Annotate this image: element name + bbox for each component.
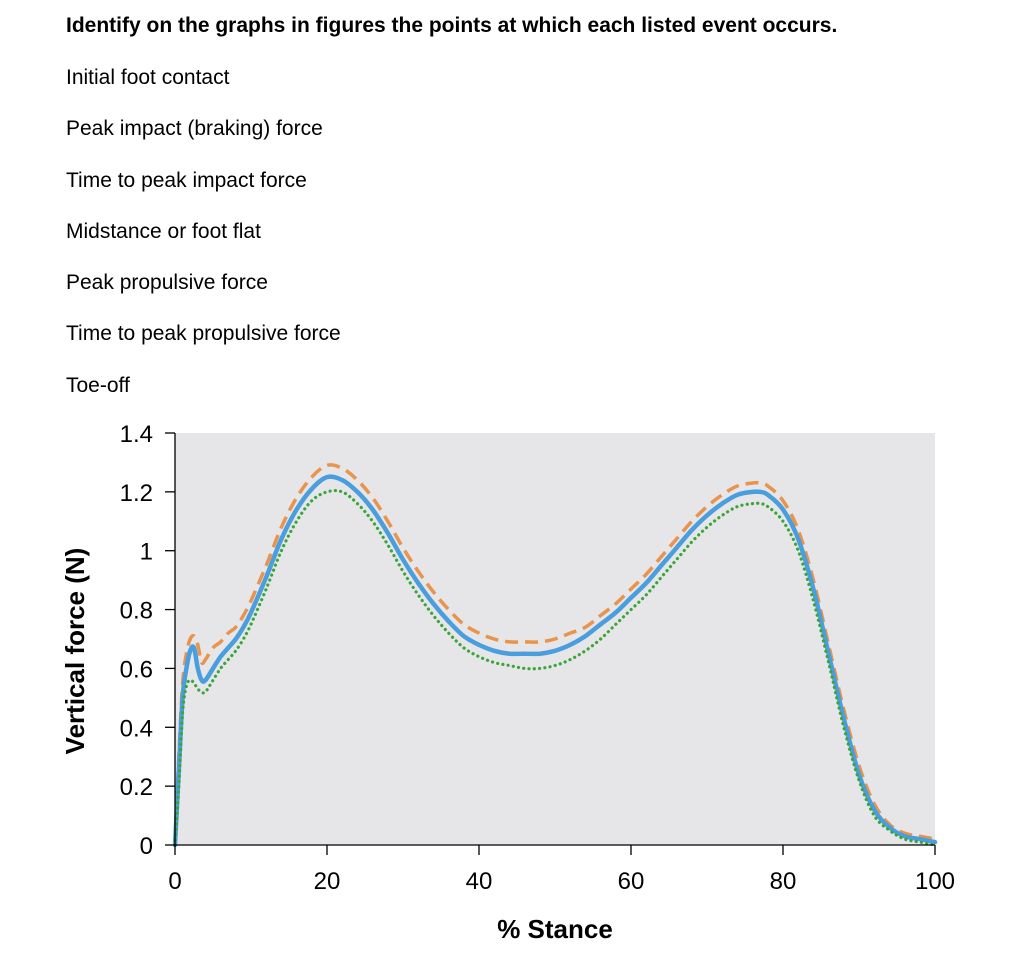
x-tick-label: 20 [314,868,341,895]
series-line-solid [172,474,938,848]
series-line-dotted [173,488,937,847]
event-item: Initial foot contact [66,66,230,89]
y-tick-label: 1 [140,539,153,566]
x-tick-label: 60 [618,868,645,895]
x-axis-title: % Stance [497,914,613,944]
y-tick-label: 0.2 [120,774,153,801]
axes-layer: 0 0.2 0.4 0.6 0.8 1 1.2 1.4 0 20 40 60 80 100 [120,421,955,895]
event-item: Midstance or foot flat [66,219,261,243]
y-tick-label: 0.4 [120,715,153,742]
y-tick-label: 0 [140,833,153,860]
series-line-dashed [173,463,936,846]
event-item: Time to peak impact force [66,168,307,192]
question-heading: Identify on the graphs in figures the po… [66,14,838,37]
event-list: Initial foot contact Peak impact (brakin… [66,62,341,421]
x-tick-label: 0 [168,868,181,895]
event-item: Peak impact (braking) force [66,117,323,141]
y-tick-label: 0.8 [120,598,153,625]
x-tick-label: 40 [466,868,493,895]
x-tick-label: 100 [915,868,955,895]
y-axis-title: Vertical force (N) [60,548,90,755]
y-tick-label: 1.4 [120,421,153,448]
event-item: Peak propulsive force [66,271,268,295]
y-tick-label: 0.6 [120,656,153,683]
series-layer [172,463,938,848]
x-tick-label: 80 [770,868,797,895]
y-tick-label: 1.2 [120,480,153,507]
event-item: Toe-off [66,373,130,397]
event-item: Time to peak propulsive force [66,322,341,346]
